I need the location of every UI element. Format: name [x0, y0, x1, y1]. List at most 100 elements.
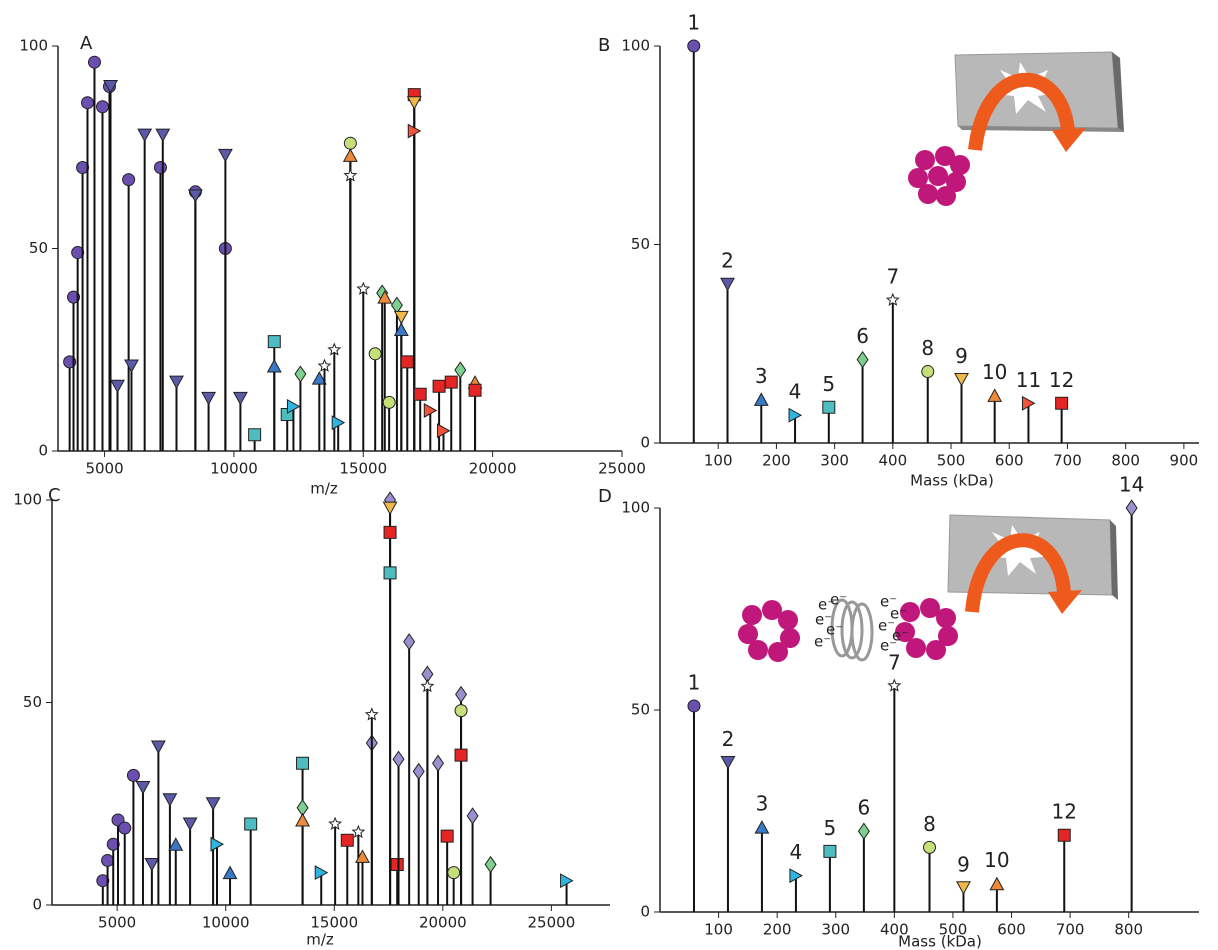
peak-marker [484, 855, 497, 874]
y-tick-label: 0 [38, 442, 48, 460]
peak-label: 6 [856, 324, 869, 348]
peak-marker [720, 277, 735, 292]
peak-marker [155, 128, 171, 143]
peak-marker [162, 793, 178, 807]
peak-label: 4 [789, 380, 802, 404]
peak-marker [377, 290, 393, 304]
peak-marker [921, 365, 935, 379]
peak-marker [101, 853, 115, 867]
peak-marker [436, 423, 451, 439]
peak-label: 1 [688, 670, 701, 694]
peak-marker [406, 96, 422, 110]
x-tick-label: 200 [763, 921, 792, 939]
peak-label: 2 [722, 727, 735, 751]
x-axis-label: Mass (kDa) [898, 933, 982, 950]
peak-marker [382, 501, 398, 516]
peak-marker [989, 876, 1005, 891]
peak-marker [67, 290, 81, 304]
peak-label: 2 [721, 249, 734, 273]
peak-marker [856, 350, 869, 369]
peak-label: 12 [1052, 800, 1077, 824]
y-tick-label: 100 [13, 491, 42, 509]
x-tick-label: 100 [704, 452, 733, 470]
electron-label: e⁻ [830, 591, 847, 609]
peak-label: 3 [756, 792, 769, 816]
x-tick-label: 600 [997, 921, 1026, 939]
peak-marker [413, 387, 427, 401]
x-tick-label: 5000 [98, 914, 136, 932]
peak-marker [923, 840, 936, 854]
x-axis-label: m/z [310, 480, 338, 498]
x-tick-label: 25000 [598, 460, 646, 478]
peak-marker [118, 821, 132, 835]
peak-marker [96, 874, 110, 888]
peak-marker [122, 173, 136, 187]
x-tick-label: 200 [762, 452, 791, 470]
peak-marker [340, 833, 354, 847]
x-tick-label: 5000 [85, 460, 123, 478]
peak-marker [454, 704, 468, 718]
peak-marker [351, 824, 366, 839]
y-tick-label: 100 [621, 499, 650, 517]
peak-label: 11 [1016, 368, 1041, 392]
peak-marker [295, 812, 311, 827]
peak-label: 1 [687, 11, 700, 35]
peak-marker [954, 372, 969, 387]
peak-marker [444, 375, 458, 389]
peak-marker [466, 807, 479, 825]
y-tick-label: 0 [32, 896, 42, 914]
peak-marker [103, 80, 118, 94]
peak-marker [368, 347, 382, 361]
electron-label: e⁻ [890, 605, 907, 623]
x-axis-label: m/z [306, 931, 334, 949]
peak-marker [328, 816, 343, 830]
peak-marker [1021, 395, 1036, 411]
y-tick-label: 50 [23, 693, 42, 711]
peak-marker [1125, 499, 1138, 517]
peak-marker [95, 100, 109, 114]
peak-marker [267, 335, 281, 349]
peak-marker [392, 750, 405, 768]
peak-marker [393, 322, 409, 336]
y-tick-label: 50 [29, 239, 48, 257]
y-tick-label: 50 [631, 701, 650, 719]
peak-marker [286, 399, 301, 414]
electron-label: e⁻ [815, 611, 832, 629]
peak-marker [822, 400, 836, 414]
y-tick-label: 100 [621, 37, 650, 55]
peak-marker [210, 836, 225, 852]
peak-marker [687, 699, 701, 713]
peak-marker [80, 96, 94, 110]
peak-label: 8 [923, 812, 936, 836]
peak-marker [432, 379, 446, 393]
x-tick-label: 500 [939, 921, 968, 939]
peak-marker [432, 754, 445, 772]
electron-label: e⁻ [892, 627, 909, 645]
x-tick-label: 20000 [469, 460, 517, 478]
peak-marker [364, 707, 379, 721]
electron-label: e⁻ [880, 637, 897, 655]
peak-marker [294, 365, 307, 383]
peak-marker [857, 822, 870, 840]
peak-label: 4 [790, 840, 803, 864]
peak-marker [887, 678, 902, 692]
peak-marker [124, 359, 139, 373]
y-tick-label: 0 [640, 434, 650, 452]
peak-marker [356, 281, 371, 295]
x-tick-label: 400 [879, 452, 908, 470]
peak-marker [823, 844, 837, 858]
x-tick-label: 25000 [528, 914, 576, 932]
peak-marker [187, 189, 203, 203]
x-tick-label: 400 [880, 921, 909, 939]
peak-marker [205, 797, 221, 811]
panel-letter: C [48, 485, 61, 506]
x-tick-label: 500 [937, 452, 966, 470]
x-axis-label: Mass (kDa) [910, 472, 994, 490]
peak-marker [468, 383, 482, 397]
peak-label: 5 [822, 372, 835, 396]
peak-marker [311, 371, 327, 385]
peak-label: 14 [1119, 473, 1144, 497]
peak-label: 8 [921, 336, 934, 360]
peak-label: 5 [824, 816, 837, 840]
electron-label: e⁻ [818, 596, 835, 614]
